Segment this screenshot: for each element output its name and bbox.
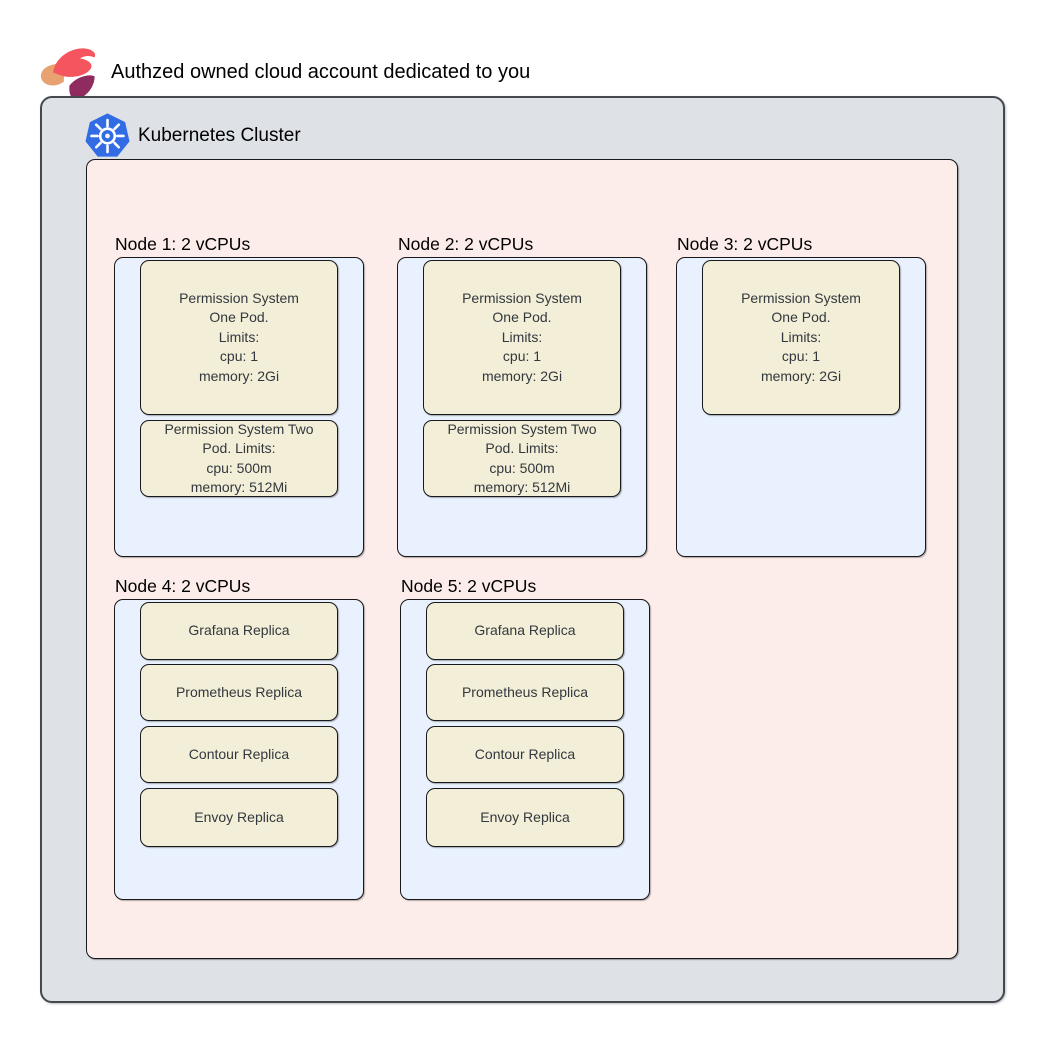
pod-label: Permission System One Pod. Limits: cpu: … bbox=[462, 289, 582, 384]
pod-label: Prometheus Replica bbox=[175, 683, 303, 700]
node-1-label: Node 1: 2 vCPUs bbox=[115, 234, 251, 254]
pod-prometheus-replica: Prometheus Replica bbox=[140, 664, 338, 721]
pod-contour-replica: Contour Replica bbox=[426, 726, 624, 783]
pod-envoy-replica: Envoy Replica bbox=[426, 788, 624, 847]
pod-permission-system-two: Permission System Two Pod. Limits: cpu: … bbox=[140, 420, 338, 497]
pod-grafana-replica: Grafana Replica bbox=[140, 602, 338, 660]
pod-label: Permission System One Pod. Limits: cpu: … bbox=[179, 289, 299, 384]
cloud-account-box: Kubernetes Cluster Node 1: 2 vCPUs Permi… bbox=[40, 96, 1005, 1003]
pod-contour-replica: Contour Replica bbox=[140, 726, 338, 783]
pod-envoy-replica: Envoy Replica bbox=[140, 788, 338, 847]
pod-label: Envoy Replica bbox=[480, 808, 570, 825]
cluster-label: Kubernetes Cluster bbox=[138, 125, 301, 146]
pod-permission-system-one: Permission System One Pod. Limits: cpu: … bbox=[140, 260, 338, 415]
pod-permission-system-two: Permission System Two Pod. Limits: cpu: … bbox=[423, 420, 621, 497]
pod-grafana-replica: Grafana Replica bbox=[426, 602, 624, 660]
page-title: Authzed owned cloud account dedicated to… bbox=[111, 61, 531, 83]
pod-label: Permission System Two Pod. Limits: cpu: … bbox=[447, 420, 597, 496]
node-5-box: Grafana Replica Prometheus Replica Conto… bbox=[400, 599, 650, 900]
cluster-interior-box: Node 1: 2 vCPUs Permission System One Po… bbox=[86, 159, 958, 959]
pod-label: Permission System Two Pod. Limits: cpu: … bbox=[164, 420, 314, 496]
pod-label: Grafana Replica bbox=[188, 622, 290, 639]
pod-label: Envoy Replica bbox=[194, 808, 284, 825]
pod-prometheus-replica: Prometheus Replica bbox=[426, 664, 624, 721]
node-2-label: Node 2: 2 vCPUs bbox=[398, 234, 534, 254]
node-5-label: Node 5: 2 vCPUs bbox=[401, 576, 537, 596]
pod-label: Prometheus Replica bbox=[461, 683, 589, 700]
pod-label: Permission System One Pod. Limits: cpu: … bbox=[741, 289, 861, 384]
kubernetes-icon bbox=[85, 113, 130, 157]
pod-label: Contour Replica bbox=[474, 745, 576, 762]
node-2-box: Permission System One Pod. Limits: cpu: … bbox=[397, 257, 647, 557]
pod-label: Contour Replica bbox=[188, 745, 290, 762]
pod-label: Grafana Replica bbox=[474, 622, 576, 639]
node-1-box: Permission System One Pod. Limits: cpu: … bbox=[114, 257, 364, 557]
node-4-label: Node 4: 2 vCPUs bbox=[115, 576, 251, 596]
pod-permission-system-one: Permission System One Pod. Limits: cpu: … bbox=[702, 260, 900, 415]
node-3-box: Permission System One Pod. Limits: cpu: … bbox=[676, 257, 926, 557]
node-3-label: Node 3: 2 vCPUs bbox=[677, 234, 813, 254]
node-4-box: Grafana Replica Prometheus Replica Conto… bbox=[114, 599, 364, 900]
authzed-logo-icon bbox=[40, 48, 96, 100]
pod-permission-system-one: Permission System One Pod. Limits: cpu: … bbox=[423, 260, 621, 415]
